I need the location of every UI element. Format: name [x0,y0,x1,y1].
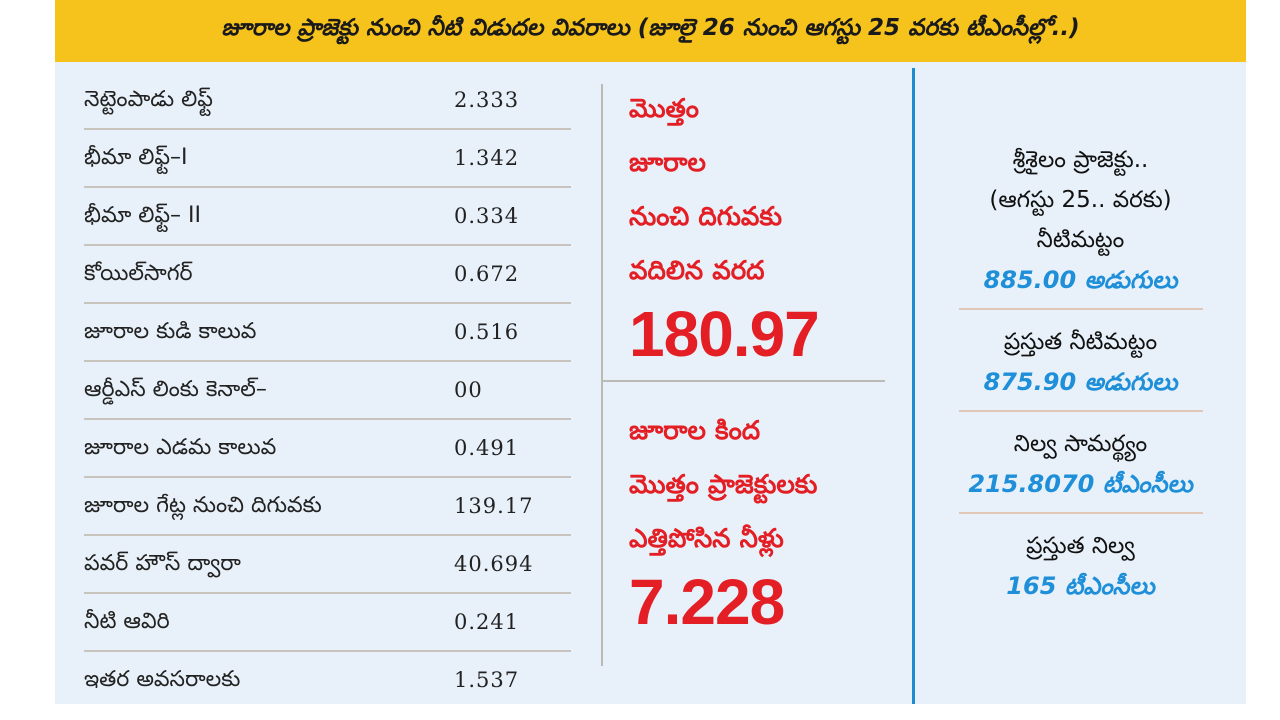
flood-total-value: 180.97 [629,298,820,370]
flood-caption-line: వదిలిన వరద [629,256,765,286]
middle-divider [601,84,603,666]
row-label: కోయిల్‌సాగర్ [84,261,193,286]
row-value: 139.17 [454,494,534,518]
title-banner: జూరాల ప్రాజెక్టు నుంచి నీటి విడుదల వివరా… [55,0,1246,62]
table-row: జూరాల ఎడమ కాలువ 0.491 [84,420,571,478]
middle-horizontal-divider [601,380,885,382]
banner-title: జూరాల ప్రాజెక్టు నుంచి నీటి విడుదల వివరా… [221,15,1080,41]
section-divider [958,308,1203,310]
row-value: 1.342 [454,146,520,170]
right-divider [912,68,915,704]
lifted-caption-line: ఎత్తిపోసిన నీళ్లు [629,524,784,554]
srisailam-date-note: (ఆగస్టు 25.. వరకు) [989,187,1172,213]
current-storage-value: 165 టీఎంసీలు [1006,572,1155,600]
row-label: ఆర్డీఎస్ లింకు కెనాల్– [84,377,267,402]
row-label: భీమా లిఫ్ట్– II [84,203,202,228]
table-row: నెట్టెంపాడు లిఫ్ట్ 2.333 [84,72,571,130]
section-divider [958,512,1203,514]
flood-release-block: మొత్తం జూరాల నుంచి దిగువకు వదిలిన వరద 18… [629,82,820,370]
table-row: భీమా లిఫ్ట్–I 1.342 [84,130,571,188]
lifted-caption-line: మొత్తం ప్రాజెక్టులకు [629,470,818,500]
lifted-caption-line: జూరాల కింద [629,416,761,446]
row-value: 0.491 [454,436,520,460]
full-level-label: నీటిమట్టం [1036,227,1125,253]
row-value: 0.241 [454,610,520,634]
row-value: 40.694 [454,552,534,576]
table-row: పవర్ హౌస్ ద్వారా 40.694 [84,536,571,594]
row-label: జూరాల గేట్ల నుంచి దిగువకు [84,493,322,518]
row-value: 0.516 [454,320,520,344]
current-level-label: ప్రస్తుత నీటిమట్టం [1003,329,1158,355]
storage-capacity-value: 215.8070 టీఎంసీలు [968,470,1193,498]
section-divider [958,410,1203,412]
row-value: 00 [454,378,483,402]
current-level-value: 875.90 అడుగులు [983,368,1178,396]
table-row: ఆర్డీఎస్ లింకు కెనాల్– 00 [84,362,571,420]
row-label: పవర్ హౌస్ ద్వారా [84,551,241,576]
table-row: జూరాల కుడి కాలువ 0.516 [84,304,571,362]
srisailam-project-column: శ్రీశైలం ప్రాజెక్టు.. (ఆగస్టు 25.. వరకు)… [923,140,1238,606]
lifted-total-value: 7.228 [629,566,785,638]
lifted-water-block: జూరాల కింద మొత్తం ప్రాజెక్టులకు ఎత్తిపోస… [629,404,817,638]
row-label: నీటి ఆవిరి [84,609,170,634]
row-label: నెట్టెంపాడు లిఫ్ట్ [84,87,213,112]
flood-caption-line: జూరాల [629,148,706,178]
table-row: నీటి ఆవిరి 0.241 [84,594,571,652]
row-label: జూరాల కుడి కాలువ [84,319,257,344]
row-label: భీమా లిఫ్ట్–I [84,145,188,170]
row-label: ఇతర అవసరాలకు [84,667,241,692]
row-value: 0.334 [454,204,520,228]
release-table: నెట్టెంపాడు లిఫ్ట్ 2.333 భీమా లిఫ్ట్–I 1… [84,72,571,708]
srisailam-title: శ్రీశైలం ప్రాజెక్టు.. [1012,147,1149,173]
flood-caption-line: మొత్తం [629,94,699,124]
full-level-value: 885.00 అడుగులు [983,266,1178,294]
row-value: 2.333 [454,88,520,112]
row-label: జూరాల ఎడమ కాలువ [84,435,277,460]
current-storage-label: ప్రస్తుత నిల్వ [1026,533,1135,559]
table-row: భీమా లిఫ్ట్– II 0.334 [84,188,571,246]
table-row: కోయిల్‌సాగర్ 0.672 [84,246,571,304]
table-row: ఇతర అవసరాలకు 1.537 [84,652,571,708]
row-value: 1.537 [454,668,520,692]
infographic-panel: నెట్టెంపాడు లిఫ్ట్ 2.333 భీమా లిఫ్ట్–I 1… [55,62,1246,704]
table-row: జూరాల గేట్ల నుంచి దిగువకు 139.17 [84,478,571,536]
row-value: 0.672 [454,262,520,286]
storage-capacity-label: నిల్వ సామర్థ్యం [1013,431,1148,457]
flood-caption-line: నుంచి దిగువకు [629,202,782,232]
